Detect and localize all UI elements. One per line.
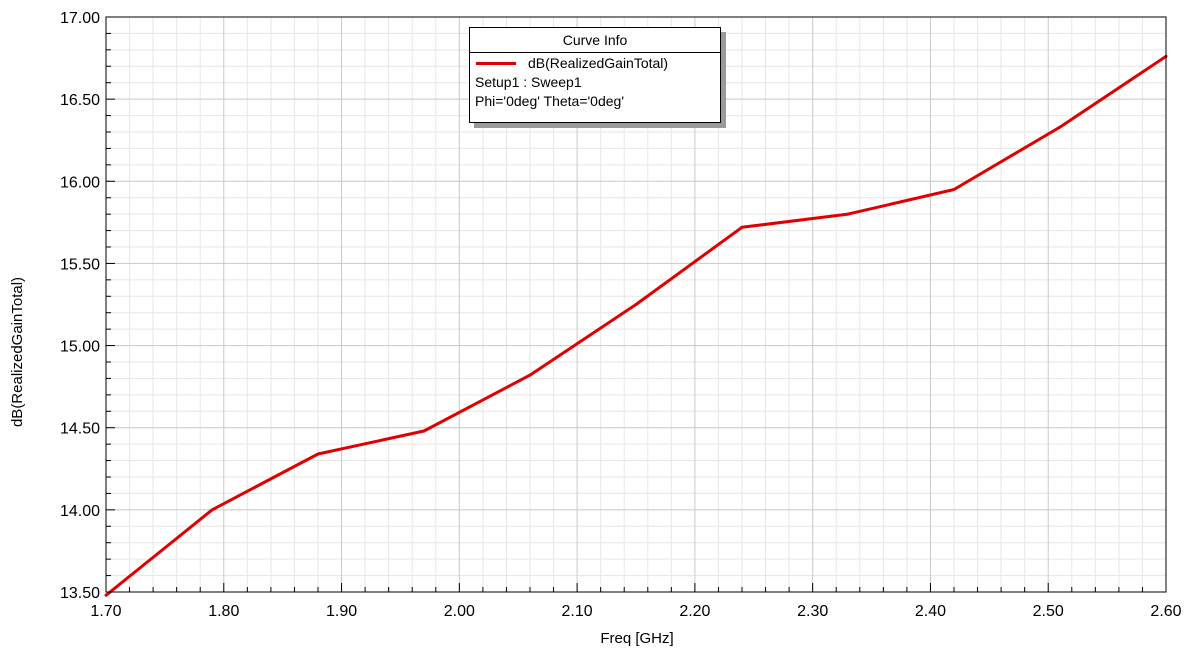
x-tick-label: 1.90 [326,603,357,620]
legend-entry-label: dB(RealizedGainTotal) [528,55,669,71]
plot-frame [105,16,1167,593]
x-tick-label: 1.70 [90,603,121,620]
legend-title: Curve Info [470,28,720,53]
data-point [528,373,532,377]
data-point [104,593,108,597]
x-tick-label: 2.30 [797,603,828,620]
data-point [952,188,956,191]
legend-setup-label: Setup1 : Sweep1 [475,74,582,90]
data-point [1058,125,1062,129]
x-tick-label: 2.20 [679,603,710,620]
y-axis-label: dB(RealizedGainTotal) [9,277,26,427]
legend-entry: dB(RealizedGainTotal) [470,53,720,73]
series-layer [104,54,1168,597]
series-line [105,55,1167,597]
x-tick-label: 2.40 [915,603,946,620]
y-tick-label: 14.50 [60,421,100,438]
legend-swatch [476,61,516,65]
x-tick-labels: 1.70 1.80 1.90 2.00 2.10 2.20 2.30 2.40 2.50 2.60 [90,603,1181,620]
x-tick-label: 2.00 [444,603,475,620]
legend-angle-label: Phi='0deg' Theta='0deg' [475,93,625,109]
y-tick-label: 17.00 [60,10,100,27]
y-tick-label: 13.50 [60,585,100,602]
minor-grid [106,17,1166,592]
x-axis-label: Freq [GHz] [600,630,673,647]
data-point [634,303,638,306]
data-point [846,212,850,216]
y-tick-label: 16.00 [60,174,100,191]
x-tick-label: 1.80 [208,603,239,620]
x-tick-label: 2.50 [1033,603,1064,620]
y-tick-label: 14.00 [60,503,100,520]
x-tick-label: 2.60 [1150,603,1181,620]
data-point [740,225,744,229]
y-tick-label: 15.50 [60,256,100,273]
data-point [316,452,320,456]
y-tick-labels: 13.50 14.00 14.50 15.00 15.50 16.00 16.50 17.00 [60,10,100,602]
data-point [422,429,426,433]
legend-box[interactable]: Curve Info dB(RealizedGainTotal) Setup1 … [469,27,721,123]
y-tick-label: 16.50 [60,92,100,109]
data-point [210,508,214,512]
x-tick-label: 2.10 [562,603,593,620]
y-tick-label: 15.00 [60,339,100,356]
